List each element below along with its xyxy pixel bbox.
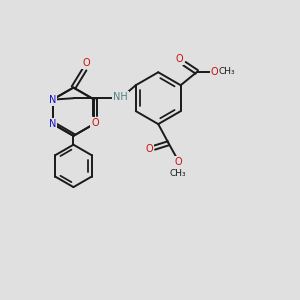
Text: CH₃: CH₃ bbox=[170, 169, 186, 178]
Text: NH: NH bbox=[113, 92, 128, 102]
Text: CH₃: CH₃ bbox=[219, 68, 236, 76]
Text: O: O bbox=[174, 157, 182, 167]
Text: O: O bbox=[91, 118, 99, 128]
Text: O: O bbox=[176, 54, 183, 64]
Text: O: O bbox=[82, 58, 90, 68]
Text: O: O bbox=[211, 67, 218, 77]
Text: N: N bbox=[49, 119, 56, 129]
Text: O: O bbox=[145, 144, 153, 154]
Text: N: N bbox=[49, 94, 56, 105]
